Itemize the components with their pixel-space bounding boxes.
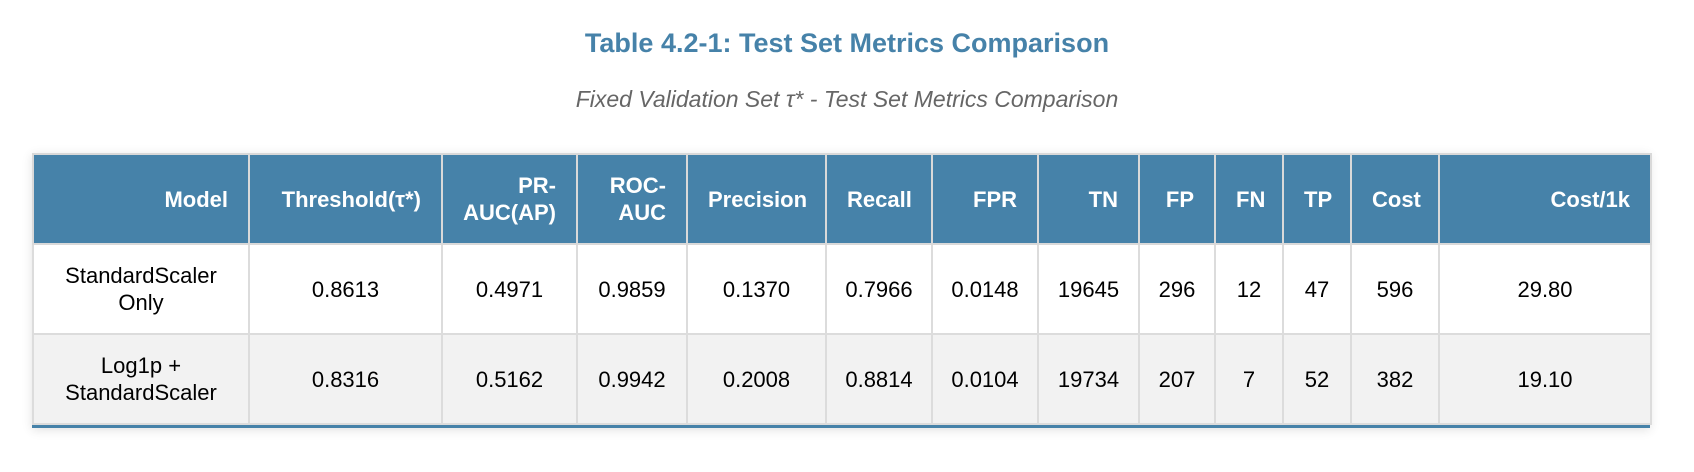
column-header-model: Model (32, 153, 250, 245)
cell-cost-per-1k: 29.80 (1438, 243, 1652, 335)
table-row: Log1p + StandardScaler 0.8316 0.5162 0.9… (32, 333, 1652, 425)
cell-tp: 52 (1282, 333, 1352, 425)
cell-tn: 19645 (1037, 243, 1140, 335)
cell-cost: 382 (1350, 333, 1440, 425)
cell-pr-auc: 0.4971 (441, 243, 578, 335)
metrics-table-container: Model Threshold(τ*) PR-AUC(AP) ROC-AUC P… (32, 153, 1652, 428)
table-title: Table 4.2-1: Test Set Metrics Comparison (584, 28, 1110, 58)
cell-roc-auc: 0.9859 (576, 243, 688, 335)
cell-model: Log1p + StandardScaler (32, 333, 250, 425)
cell-recall: 0.7966 (825, 243, 933, 335)
table-row: StandardScaler Only 0.8613 0.4971 0.9859… (32, 243, 1652, 335)
cell-recall: 0.8814 (825, 333, 933, 425)
cell-cost: 596 (1350, 243, 1440, 335)
cell-fpr: 0.0148 (931, 243, 1039, 335)
column-header-pr-auc: PR-AUC(AP) (441, 153, 578, 245)
cell-cost-per-1k: 19.10 (1438, 333, 1652, 425)
column-header-recall: Recall (825, 153, 933, 245)
cell-pr-auc: 0.5162 (441, 333, 578, 425)
cell-fp: 207 (1138, 333, 1216, 425)
column-header-roc-auc: ROC-AUC (576, 153, 688, 245)
column-header-cost-per-1k: Cost/1k (1438, 153, 1652, 245)
metrics-table: Model Threshold(τ*) PR-AUC(AP) ROC-AUC P… (32, 153, 1652, 425)
cell-tp: 47 (1282, 243, 1352, 335)
column-header-tp: TP (1282, 153, 1352, 245)
cell-tn: 19734 (1037, 333, 1140, 425)
cell-precision: 0.1370 (686, 243, 827, 335)
table-subtitle: Fixed Validation Set τ* - Test Set Metri… (575, 86, 1119, 112)
cell-fn: 12 (1214, 243, 1284, 335)
cell-model: StandardScaler Only (32, 243, 250, 335)
cell-fp: 296 (1138, 243, 1216, 335)
column-header-fn: FN (1214, 153, 1284, 245)
table-header-row: Model Threshold(τ*) PR-AUC(AP) ROC-AUC P… (32, 153, 1652, 245)
cell-threshold: 0.8316 (248, 333, 443, 425)
column-header-threshold: Threshold(τ*) (248, 153, 443, 245)
column-header-fp: FP (1138, 153, 1216, 245)
cell-fpr: 0.0104 (931, 333, 1039, 425)
column-header-precision: Precision (686, 153, 827, 245)
cell-precision: 0.2008 (686, 333, 827, 425)
cell-threshold: 0.8613 (248, 243, 443, 335)
column-header-cost: Cost (1350, 153, 1440, 245)
cell-fn: 7 (1214, 333, 1284, 425)
cell-roc-auc: 0.9942 (576, 333, 688, 425)
column-header-tn: TN (1037, 153, 1140, 245)
column-header-fpr: FPR (931, 153, 1039, 245)
